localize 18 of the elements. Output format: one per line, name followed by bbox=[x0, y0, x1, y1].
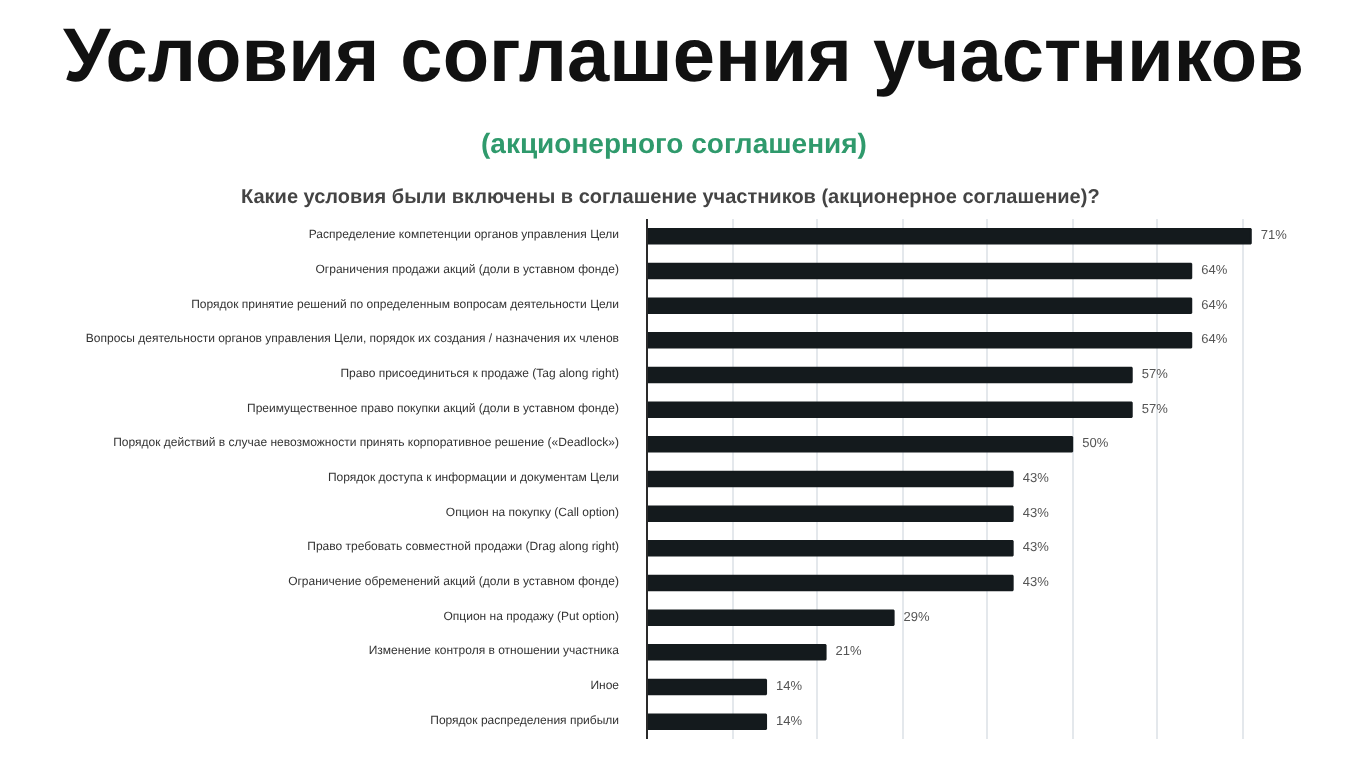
bar bbox=[647, 574, 1014, 592]
bar bbox=[647, 366, 1133, 384]
bar bbox=[647, 505, 1014, 522]
bar bbox=[647, 436, 1074, 453]
bar bbox=[647, 713, 768, 730]
bar bbox=[647, 540, 1014, 557]
text: Какие условия были включены в соглашение участников (акционерное соглашение)? bbox=[241, 187, 1100, 209]
bar bbox=[647, 401, 1133, 418]
bar bbox=[647, 609, 895, 626]
bar bbox=[647, 228, 1252, 245]
bar bbox=[647, 644, 827, 661]
chart-title: Условия соглашения участников bbox=[63, 15, 1305, 99]
bar bbox=[647, 678, 768, 696]
bar bbox=[647, 470, 1014, 488]
bar bbox=[647, 297, 1193, 314]
chart-subtitle: (акционерного соглашения) bbox=[481, 127, 867, 159]
bar bbox=[647, 262, 1193, 280]
bar bbox=[647, 332, 1193, 349]
